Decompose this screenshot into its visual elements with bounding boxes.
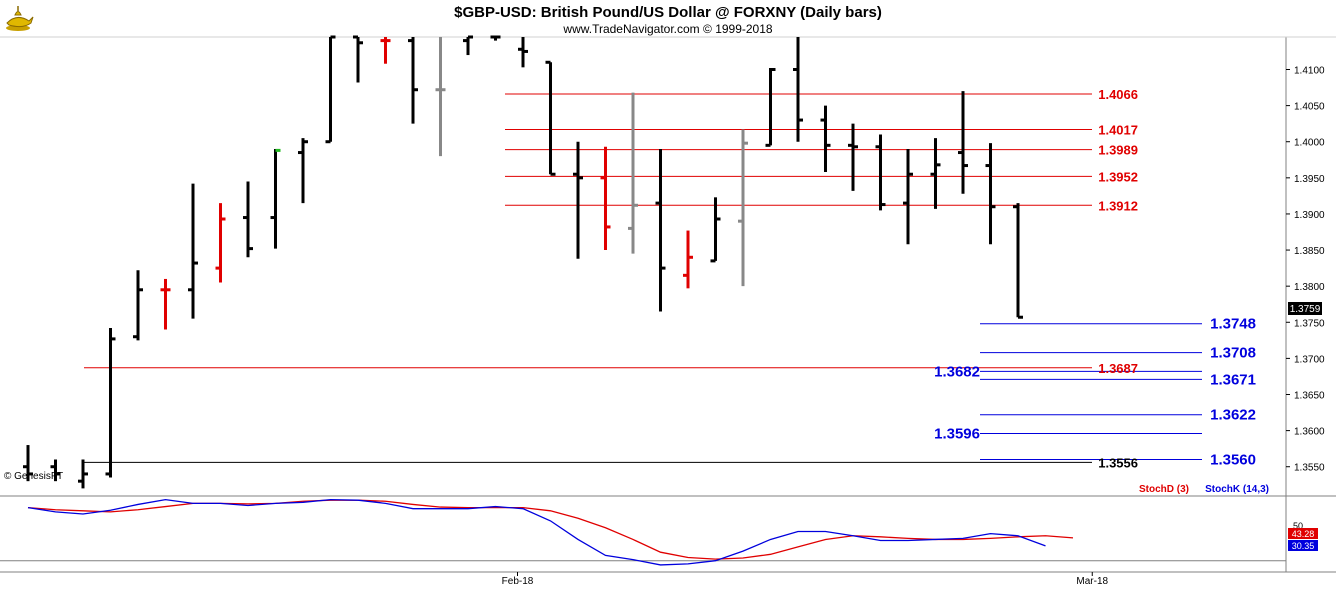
- level-labels: 1.4066 1.4017 1.3989 1.3952 1.3912 1.3748 1.37…: [934, 87, 1256, 470]
- price-tick-label: 1.4100: [1294, 66, 1325, 77]
- last-price-label: 1.3759: [1290, 304, 1321, 315]
- level-label: 1.3748: [1210, 316, 1256, 333]
- price-tick-label: 1.3550: [1294, 463, 1325, 474]
- level-label: 1.3682: [934, 363, 980, 380]
- level-label: 1.3596: [934, 426, 980, 443]
- stoch-d-legend: StochD (3): [1139, 484, 1189, 495]
- stoch-k-value: 30.35: [1292, 541, 1315, 551]
- chart-title: $GBP-USD: British Pound/US Dollar @ FORX…: [454, 4, 882, 21]
- price-tick-label: 1.3900: [1294, 210, 1325, 221]
- level-label: 1.3671: [1210, 371, 1256, 388]
- last-price-marker: 1.3759: [1288, 302, 1322, 315]
- date-tick-label: Feb-18: [502, 576, 534, 587]
- chart-subtitle: www.TradeNavigator.com © 1999-2018: [562, 22, 772, 36]
- level-label: 1.3708: [1210, 345, 1256, 362]
- watermark: © GenesisFT: [4, 471, 63, 482]
- price-tick-label: 1.3700: [1294, 354, 1325, 365]
- level-label: 1.3687: [1098, 361, 1138, 376]
- price-tick-label: 1.3600: [1294, 427, 1325, 438]
- price-tick-label: 1.4000: [1294, 138, 1325, 149]
- plot-frames: [0, 36, 1336, 573]
- genie-lamp-icon: [6, 6, 34, 31]
- level-label: 1.3622: [1210, 407, 1256, 424]
- level-label: 1.4017: [1098, 122, 1138, 137]
- stoch-d-value: 43.28: [1292, 529, 1315, 539]
- stoch-k-legend: StochK (14,3): [1205, 484, 1269, 495]
- price-tick-label: 1.3650: [1294, 391, 1325, 402]
- stochastic-panel: [0, 498, 1286, 566]
- level-label: 1.3560: [1210, 452, 1256, 469]
- level-label: 1.4066: [1098, 87, 1138, 102]
- date-axis: Feb-18 Mar-18: [502, 572, 1109, 587]
- stoch-k-value-box: 30.35: [1288, 540, 1318, 551]
- price-tick-label: 1.3800: [1294, 282, 1325, 293]
- price-tick-label: 1.4050: [1294, 102, 1325, 113]
- date-tick-label: Mar-18: [1076, 576, 1108, 587]
- level-label: 1.3989: [1098, 143, 1138, 158]
- level-label: 1.3556: [1098, 455, 1138, 470]
- level-label: 1.3912: [1098, 198, 1138, 213]
- price-tick-label: 1.3750: [1294, 318, 1325, 329]
- price-tick-label: 1.3850: [1294, 246, 1325, 257]
- ohlc-bars: [23, 35, 1023, 489]
- price-tick-label: 1.3950: [1294, 174, 1325, 185]
- stoch-d-value-box: 43.28: [1288, 528, 1318, 539]
- level-label: 1.3952: [1098, 169, 1138, 184]
- stoch-k-line: [27, 498, 1046, 566]
- price-axis: 1.4100 1.4050 1.4000 1.3950 1.3900 1.3850 1.38…: [1286, 66, 1325, 474]
- stoch-tick-50: 50: [1293, 521, 1303, 531]
